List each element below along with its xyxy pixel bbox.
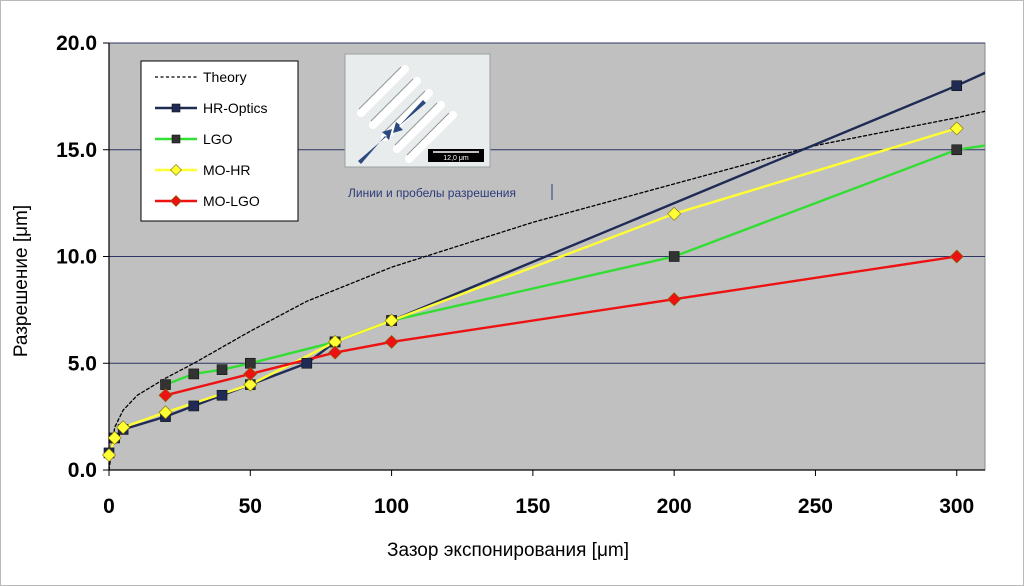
x-tick-label-4: 200 <box>657 495 692 518</box>
marker-mo-lgo-2 <box>328 345 342 360</box>
inset-stripes <box>357 65 457 163</box>
x-tick-label-5: 250 <box>798 495 833 518</box>
legend-label-mo-lgo: MO-LGO <box>203 193 260 209</box>
marker-lgo-7 <box>951 144 963 156</box>
x-tick-label-0: 0 <box>103 495 115 518</box>
legend-marker-hr-optics <box>171 103 181 113</box>
marker-mo-hr-2 <box>116 420 131 435</box>
marker-hr-optics-5 <box>216 389 228 401</box>
series-line-mo-lgo <box>164 255 958 397</box>
legend-marker-mo-lgo <box>170 195 182 207</box>
legend-label-lgo: LGO <box>203 131 233 147</box>
series-markers <box>102 80 964 462</box>
marker-hr-optics-10 <box>951 80 963 91</box>
marker-lgo-6 <box>668 251 680 262</box>
marker-mo-lgo-4 <box>667 292 682 307</box>
y-tick-label-2: 10.0 <box>56 246 97 269</box>
marker-hr-optics-4 <box>188 400 200 412</box>
marker-lgo-0 <box>160 379 171 390</box>
series-line-theory <box>109 110 985 470</box>
inset-stripe-outlines <box>358 66 450 156</box>
marker-mo-lgo-0 <box>158 388 173 403</box>
marker-hr-optics-7 <box>301 357 313 369</box>
marker-lgo-3 <box>244 357 256 369</box>
x-tick-label-1: 50 <box>239 495 262 518</box>
legend-marker-lgo <box>171 134 181 144</box>
legend-label-mo-hr: MO-HR <box>203 162 250 178</box>
y-tick-label-3: 15.0 <box>56 139 97 162</box>
inset-scale-label: 12,0 μm <box>443 155 469 162</box>
x-tick-labels: 0 50 100 150 200 250 300 <box>103 470 974 518</box>
marker-mo-hr-7 <box>667 206 682 221</box>
x-tick-label-3: 150 <box>515 495 550 518</box>
marker-mo-hr-0 <box>102 448 116 462</box>
marker-mo-lgo-5 <box>949 249 964 264</box>
marker-mo-hr-8 <box>949 121 964 136</box>
inset-micrograph: 12,0 μm <box>344 53 491 168</box>
x-axis-title: Зазор экспонирования [μm] <box>387 540 629 561</box>
inset-caption: Линии и пробелы разрешения <box>348 186 516 200</box>
y-tick-label-1: 5.0 <box>68 352 97 375</box>
marker-mo-hr-1 <box>107 431 122 445</box>
marker-mo-hr-3 <box>158 405 173 420</box>
marker-mo-hr-4 <box>243 377 258 392</box>
y-axis-title: Разрешение [μm] <box>11 205 32 357</box>
legend-label-theory: Theory <box>203 69 247 85</box>
marker-lgo-1 <box>188 368 200 380</box>
y-tick-label-4: 20.0 <box>56 32 97 55</box>
x-tick-label-2: 100 <box>374 495 409 518</box>
inset-arrows <box>358 100 426 164</box>
legend: Theory HR-Optics LGO MO-HR MO-LGO <box>140 60 299 222</box>
legend-box <box>140 60 299 222</box>
x-tick-label-6: 300 <box>939 495 974 518</box>
marker-mo-lgo-3 <box>384 334 399 349</box>
marker-mo-lgo-1 <box>243 367 258 381</box>
marker-lgo-2 <box>216 364 228 375</box>
y-tick-label-0: 0.0 <box>68 459 97 482</box>
legend-marker-mo-hr <box>170 164 182 176</box>
y-tick-labels: 0.0 5.0 10.0 15.0 20.0 <box>56 32 109 482</box>
legend-label-hr-optics: HR-Optics <box>203 100 268 116</box>
marker-mo-hr-6 <box>384 313 399 328</box>
